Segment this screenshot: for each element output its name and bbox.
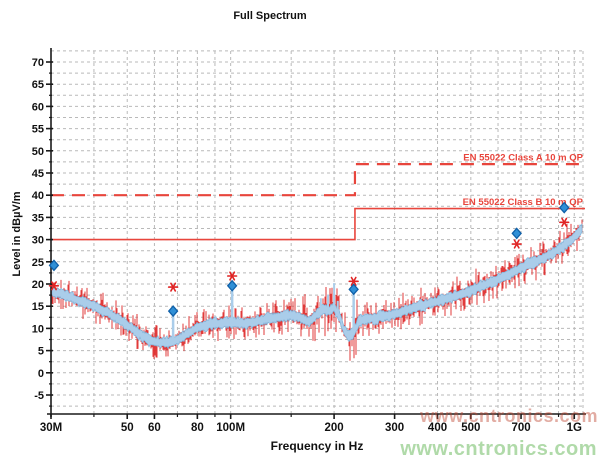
svg-text:30: 30 [32,235,44,247]
svg-text:700: 700 [511,422,530,434]
svg-text:1G: 1G [567,422,582,434]
watermark-green-text: www.cntronics.com [400,438,597,460]
svg-text:500: 500 [461,422,480,434]
svg-text:50: 50 [32,146,44,158]
svg-text:50: 50 [121,422,134,434]
y-axis-title: Level in dBµV/m [11,191,23,277]
chart-title: Full Spectrum [233,10,307,22]
svg-text:40: 40 [32,190,44,202]
svg-text:EN 55022 Class B 10 m QP: EN 55022 Class B 10 m QP [463,197,584,208]
svg-text:20: 20 [32,279,44,291]
svg-text:80: 80 [191,422,204,434]
x-axis-title: Frequency in Hz [270,439,364,453]
svg-text:5: 5 [38,346,44,358]
svg-text:60: 60 [148,422,161,434]
svg-text:15: 15 [32,301,44,313]
svg-text:70: 70 [32,57,44,69]
watermark-red-text: www.cntronics.com [420,406,598,426]
svg-text:-5: -5 [34,390,44,402]
svg-text:0: 0 [38,368,44,380]
svg-text:55: 55 [32,124,44,136]
svg-text:400: 400 [428,422,447,434]
svg-text:300: 300 [385,422,404,434]
svg-text:EN 55022 Class A 10 m QP: EN 55022 Class A 10 m QP [463,153,583,164]
svg-text:45: 45 [32,168,44,180]
svg-text:65: 65 [32,79,44,91]
svg-text:60: 60 [32,101,44,113]
svg-text:10: 10 [32,323,44,335]
svg-text:30M: 30M [40,422,62,434]
svg-text:100M: 100M [216,422,245,434]
svg-text:35: 35 [32,212,44,224]
svg-text:25: 25 [32,257,44,269]
svg-text:200: 200 [325,422,344,434]
